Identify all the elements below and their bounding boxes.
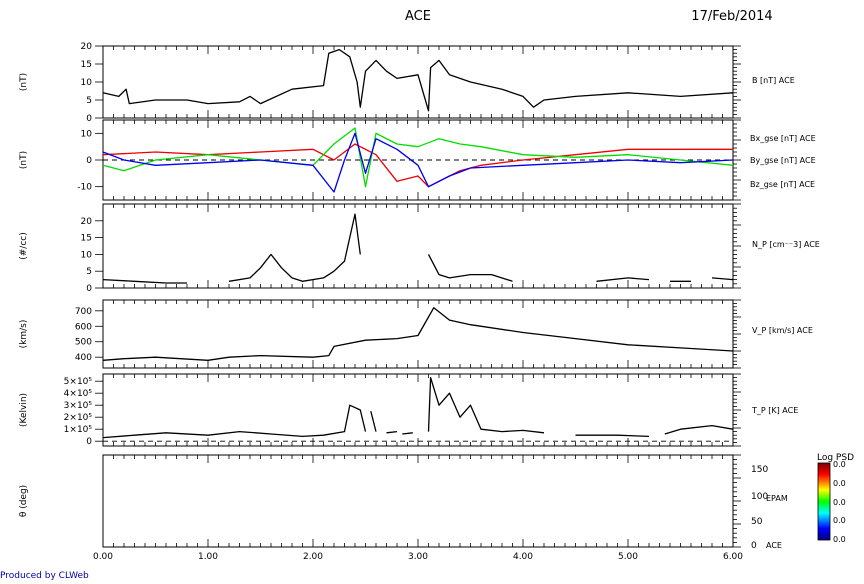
- panel-vp: 400 500 600 700 (km/s): [19, 299, 741, 369]
- series-line-t_p: [386, 430, 398, 434]
- theta-right-tick: 50: [751, 517, 763, 527]
- x-tick-label: 3.00: [408, 552, 428, 562]
- series-line-n_p: [596, 277, 650, 282]
- series-line-t_p: [102, 404, 367, 439]
- credit: Produced by CLWeb: [0, 571, 89, 581]
- panel-b: 0 5 10 15 20 (nT): [19, 42, 741, 124]
- y-tick-label: 0: [86, 114, 92, 124]
- x-tick-label: 0.00: [93, 552, 113, 562]
- colorbar-tick: 0.0: [833, 516, 846, 525]
- label-bx: Bx_gse [nT] ACE: [750, 134, 816, 143]
- panel-np: 0 5 10 15 20 (#/cc): [19, 203, 741, 294]
- theta-right-tick: 100: [751, 492, 768, 502]
- panels: 0 5 10 15 20 (nT) -10 0 10 (nT) 0 5 10 15 20 (#/cc) 400 5…: [19, 42, 743, 562]
- y-tick-label: 1×10⁵: [64, 425, 93, 435]
- x-tick-label: 4.00: [513, 552, 533, 562]
- panel-frame: [102, 454, 734, 548]
- y-tick-label: 2×10⁵: [64, 413, 93, 423]
- y-tick-label: 500: [75, 338, 92, 348]
- series-line-n_p: [228, 213, 361, 282]
- series-line-n_p: [711, 277, 734, 281]
- label-ace: ACE: [766, 541, 782, 550]
- y-tick-label: 20: [81, 217, 93, 227]
- label-vp: V_P [km/s] ACE: [752, 326, 813, 335]
- series-line-b: [102, 48, 734, 112]
- label-b: B [nT] ACE: [752, 76, 795, 85]
- panel-frame: [102, 203, 734, 289]
- plot-date: 17/Feb/2014: [691, 9, 772, 24]
- x-tick-label: 2.00: [303, 552, 323, 562]
- y-tick-label: 10: [81, 129, 93, 139]
- colorbar-tick: 0.0: [833, 498, 846, 507]
- series-line-n_p: [427, 254, 513, 282]
- y-tick-label: 10: [81, 78, 93, 88]
- y-tick-label: 0: [86, 284, 92, 294]
- y-axis-label: (nT): [19, 151, 29, 169]
- label-tp: T_P [K] ACE: [751, 406, 798, 415]
- series-line-t_p: [402, 432, 413, 435]
- label-np: N_P [cm⁻⁻3] ACE: [752, 240, 820, 249]
- x-tick-label: 1.00: [198, 552, 218, 562]
- y-axis-label: (km/s): [19, 320, 29, 349]
- panel-frame: [102, 45, 734, 119]
- y-axis-label: (nT): [19, 73, 29, 91]
- series-line-t_p: [575, 434, 650, 438]
- y-tick-label: 5: [86, 96, 92, 106]
- plot-title: ACE: [405, 9, 431, 24]
- theta-right-tick: 0: [751, 541, 757, 551]
- y-axis-label: (Kelvin): [19, 393, 29, 427]
- y-tick-label: 700: [75, 307, 92, 317]
- label-epam: EPAM: [766, 494, 788, 503]
- y-tick-label: 0: [86, 156, 92, 166]
- panel-bvec: -10 0 10 (nT): [19, 119, 741, 201]
- series-line-t_p: [427, 376, 545, 434]
- y-tick-label: 400: [75, 353, 92, 363]
- y-tick-label: 15: [81, 234, 92, 244]
- y-tick-label: 0: [86, 437, 92, 447]
- y-tick-label: 5×10⁵: [64, 377, 93, 387]
- y-tick-label: 600: [75, 322, 92, 332]
- series-line-bz_gse: [102, 132, 734, 193]
- y-tick-label: 10: [81, 250, 93, 260]
- label-bz: Bz_gse [nT] ACE: [750, 180, 815, 189]
- series-line-t_p: [370, 411, 377, 432]
- colorbar-tick: 0.0: [833, 479, 846, 488]
- y-tick-label: 20: [81, 42, 93, 52]
- series-line-t_p: [664, 424, 734, 435]
- theta-right-tick: 150: [751, 465, 768, 475]
- colorbar-title: Log PSD: [817, 453, 854, 463]
- panel-frame: [102, 299, 734, 369]
- x-tick-label: 6.00: [723, 552, 743, 562]
- series-line-n_p: [102, 278, 187, 284]
- y-tick-label: 15: [81, 60, 92, 70]
- colorbar: [817, 462, 831, 541]
- panel-theta: θ (deg): [19, 454, 741, 548]
- colorbar-tick: 0.0: [833, 460, 846, 469]
- panel-tp: 0 1×10⁵ 2×10⁵ 3×10⁵ 4×10⁵ 5×10⁵ (Kelvin): [19, 373, 741, 447]
- x-tick-label: 5.00: [618, 552, 638, 562]
- y-tick-label: 4×10⁵: [64, 389, 93, 399]
- label-by: By_gse [nT] ACE: [750, 156, 816, 165]
- series-line-by_gse: [102, 127, 734, 188]
- y-tick-label: 3×10⁵: [64, 401, 93, 411]
- y-axis-label: (#/cc): [19, 232, 29, 260]
- colorbar-tick: 0.0: [833, 535, 846, 544]
- y-axis-label: θ (deg): [19, 485, 29, 517]
- series-line-bx_gse: [102, 143, 733, 188]
- series-line-v_p: [102, 307, 734, 361]
- y-tick-label: 5: [86, 267, 92, 277]
- y-tick-label: -10: [77, 183, 92, 193]
